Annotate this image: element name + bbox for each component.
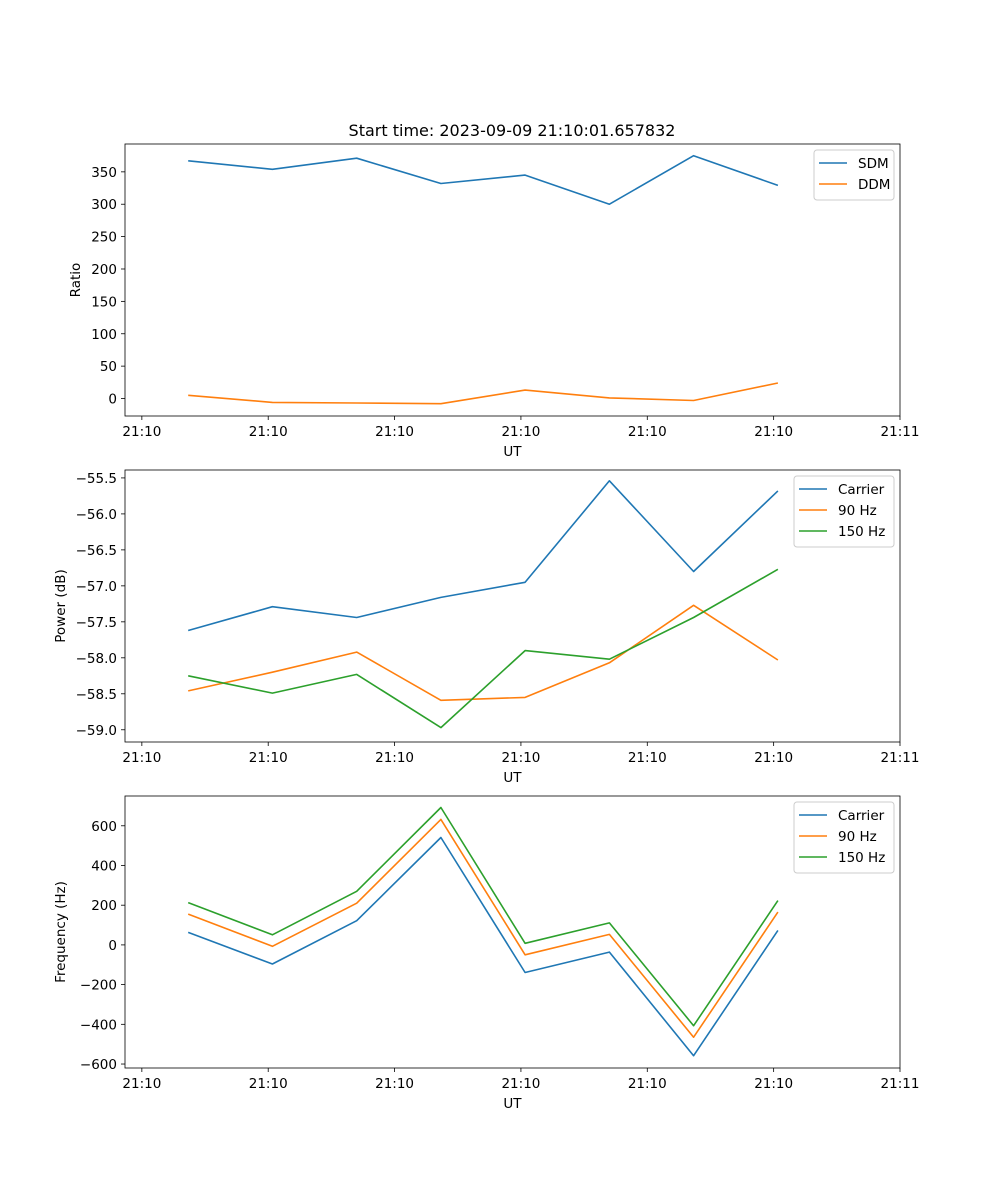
frequency-panel: 21:10 21:10 21:10 21:10 21:10 21:10 21:11 −600 −… — [53, 795, 920, 1112]
ratio-y-tick-label: 100 — [91, 327, 117, 343]
ratio-y-tick-label: 0 — [108, 392, 117, 408]
ratio-x-tick-label: 21:10 — [122, 424, 161, 440]
frequency-series-carrier-line — [187, 836, 779, 1057]
ratio-legend-label: DDM — [858, 177, 890, 193]
power-y-tick-label: −56.5 — [76, 543, 117, 559]
frequency-x-tick-label: 21:10 — [122, 1076, 161, 1092]
frequency-x-tick-label: 21:10 — [754, 1076, 793, 1092]
frequency-y-tick-label: 400 — [91, 858, 117, 874]
frequency-y-axis-label: Frequency (Hz) — [53, 881, 69, 983]
power-axes-frame — [124, 469, 901, 743]
power-x-tick-label: 21:10 — [628, 750, 667, 766]
power-legend-label: 150 Hz — [838, 524, 885, 540]
frequency-legend-label: 150 Hz — [838, 850, 885, 866]
power-y-tick-label: −58.5 — [76, 687, 117, 703]
frequency-series-90-hz-line — [187, 818, 779, 1038]
ratio-x-tick-label: 21:10 — [375, 424, 414, 440]
ratio-y-tick-label: 150 — [91, 294, 117, 310]
power-x-tick-label: 21:10 — [122, 750, 161, 766]
ratio-y-tick-label: 300 — [91, 197, 117, 213]
power-panel: 21:10 21:10 21:10 21:10 21:10 21:10 21:11 −59.0… — [53, 469, 920, 786]
ratio-x-tick-label: 21:10 — [754, 424, 793, 440]
power-legend-label: 90 Hz — [838, 503, 877, 519]
frequency-legend-box — [793, 801, 895, 874]
ratio-x-tick-label: 21:11 — [881, 424, 920, 440]
power-y-tick-label: −57.5 — [76, 615, 117, 631]
power-x-tick-label: 21:10 — [249, 750, 288, 766]
frequency-x-tick-label: 21:10 — [249, 1076, 288, 1092]
power-series-90-hz-line — [188, 604, 779, 702]
power-y-tick-label: −56.0 — [76, 507, 117, 523]
power-y-tick-label: −58.0 — [76, 651, 117, 667]
ratio-series-sdm-line — [188, 154, 779, 205]
ratio-series-ddm-line — [188, 382, 779, 405]
ratio-x-tick-label: 21:10 — [501, 424, 540, 440]
power-x-axis-label: UT — [503, 770, 522, 786]
frequency-x-axis-label: UT — [503, 1096, 522, 1112]
power-y-tick-label: −59.0 — [76, 723, 117, 739]
frequency-x-tick-label: 21:10 — [501, 1076, 540, 1092]
ratio-y-tick-label: 350 — [91, 165, 117, 181]
frequency-series-150-hz-line — [187, 806, 779, 1027]
frequency-axes-frame — [124, 795, 901, 1069]
frequency-y-tick-label: 600 — [91, 819, 117, 835]
frequency-y-tick-label: −600 — [80, 1057, 117, 1073]
chart-title: Start time: 2023-09-09 21:10:01.657832 — [349, 121, 676, 140]
power-x-tick-label: 21:10 — [501, 750, 540, 766]
power-x-tick-label: 21:11 — [881, 750, 920, 766]
power-legend-label: Carrier — [838, 482, 885, 498]
ratio-legend-label: SDM — [858, 156, 889, 172]
ratio-panel: 21:10 21:10 21:10 21:10 21:10 21:10 21:11 0 50 10… — [68, 143, 920, 460]
frequency-x-tick-label: 21:11 — [881, 1076, 920, 1092]
power-series-carrier-line — [187, 479, 779, 632]
frequency-x-tick-label: 21:10 — [375, 1076, 414, 1092]
ratio-y-tick-label: 50 — [100, 359, 117, 375]
frequency-y-tick-label: −200 — [80, 978, 117, 994]
power-y-tick-label: −57.0 — [76, 579, 117, 595]
ratio-y-tick-label: 200 — [91, 262, 117, 278]
power-y-tick-label: −55.5 — [76, 471, 117, 487]
frequency-y-tick-label: 200 — [91, 898, 117, 914]
ratio-x-tick-label: 21:10 — [628, 424, 667, 440]
frequency-x-tick-label: 21:10 — [628, 1076, 667, 1092]
frequency-y-tick-label: −400 — [80, 1017, 117, 1033]
ratio-axes-frame — [124, 143, 901, 417]
power-series-150-hz-line — [188, 568, 779, 729]
power-y-axis-label: Power (dB) — [53, 569, 69, 642]
frequency-legend-label: 90 Hz — [838, 829, 877, 845]
ratio-y-axis-label: Ratio — [68, 263, 84, 298]
frequency-y-tick-label: 0 — [108, 938, 117, 954]
power-x-tick-label: 21:10 — [375, 750, 414, 766]
frequency-legend-label: Carrier — [838, 808, 885, 824]
ratio-y-tick-label: 250 — [91, 230, 117, 246]
power-x-tick-label: 21:10 — [754, 750, 793, 766]
power-legend-box — [793, 475, 895, 548]
ratio-x-axis-label: UT — [503, 444, 522, 460]
ratio-x-tick-label: 21:10 — [249, 424, 288, 440]
